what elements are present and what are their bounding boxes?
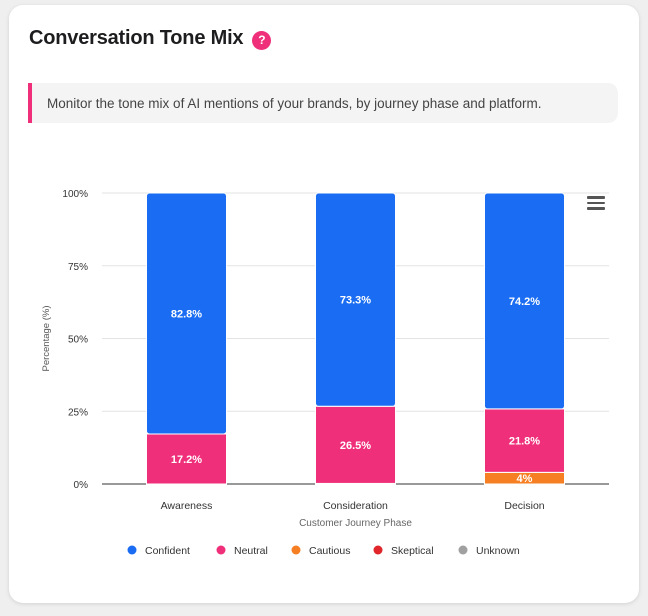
- data-label: 74.2%: [509, 296, 540, 308]
- bar-segment-neutral: [484, 408, 565, 473]
- title-row: Conversation Tone Mix ?: [29, 27, 272, 50]
- help-icon[interactable]: ?: [252, 30, 272, 50]
- x-tick-label: Consideration: [323, 500, 388, 512]
- data-label: 4%: [517, 473, 533, 485]
- legend-label-skeptical: Skeptical: [391, 545, 434, 557]
- legend-marker-confident: [127, 545, 137, 555]
- bar-segment-confident: [484, 192, 565, 410]
- y-axis-title: Percentage (%): [41, 305, 52, 371]
- data-label: 21.8%: [509, 436, 540, 448]
- legend-label-confident: Confident: [145, 545, 190, 557]
- legend-label-neutral: Neutral: [234, 545, 268, 557]
- card-title: Conversation Tone Mix: [29, 27, 244, 49]
- legend-label-unknown: Unknown: [476, 545, 520, 557]
- description-text: Monitor the tone mix of AI mentions of y…: [47, 95, 542, 111]
- x-tick-label: Decision: [504, 500, 544, 512]
- bar-segment-confident: [315, 192, 396, 407]
- y-tick-label: 50%: [68, 335, 88, 346]
- description-banner: Monitor the tone mix of AI mentions of y…: [28, 83, 618, 123]
- data-label: 26.5%: [340, 440, 371, 452]
- x-axis-title: Customer Journey Phase: [299, 518, 412, 529]
- y-tick-label: 75%: [68, 262, 88, 273]
- chart-menu-icon[interactable]: [587, 196, 605, 210]
- stacked-bar-chart: 0% 25% 50% 75% 100% Percentage (%) 17.2% 82.8% A…: [41, 189, 609, 557]
- y-tick-label: 100%: [62, 189, 88, 200]
- legend-marker-unknown: [458, 545, 468, 555]
- legend-marker-skeptical: [373, 545, 383, 555]
- bar-segment-neutral: [315, 405, 396, 484]
- x-tick-label: Awareness: [161, 500, 213, 512]
- data-label: 82.8%: [171, 308, 202, 320]
- y-tick-label: 25%: [68, 407, 88, 418]
- legend-marker-neutral: [216, 545, 226, 555]
- y-tick-label: 0%: [74, 480, 89, 491]
- bar-segment-confident: [146, 192, 227, 435]
- tone-mix-card: Conversation Tone Mix ? Monitor the tone…: [9, 5, 639, 603]
- data-label: 73.3%: [340, 295, 371, 307]
- legend-label-cautious: Cautious: [309, 545, 350, 557]
- legend-marker-cautious: [291, 545, 301, 555]
- data-label: 17.2%: [171, 454, 202, 466]
